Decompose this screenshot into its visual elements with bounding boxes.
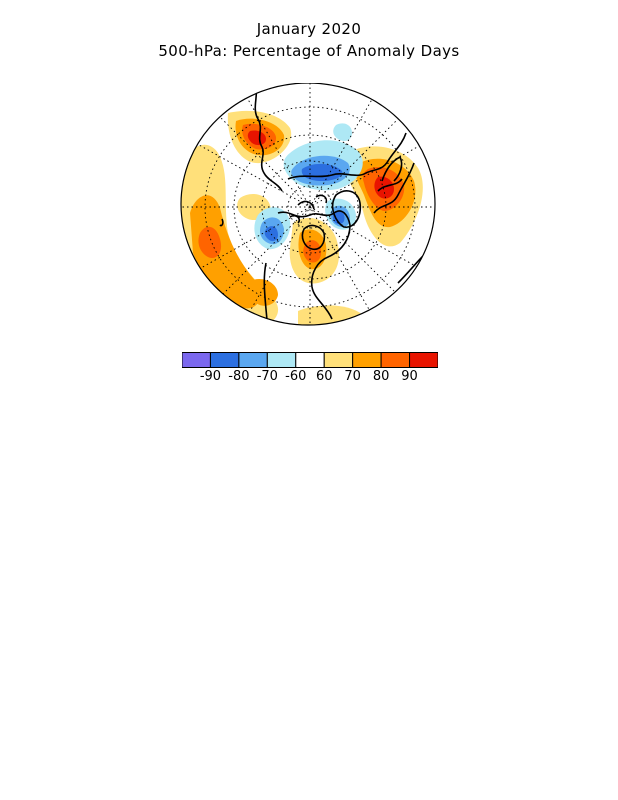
color-legend bbox=[182, 352, 438, 368]
canadian-archipelago bbox=[289, 194, 328, 224]
legend-swatch bbox=[182, 352, 211, 368]
positive-anomaly-area bbox=[298, 305, 364, 325]
legend-tick-label: -90 bbox=[199, 369, 222, 384]
legend-tick-label: -80 bbox=[228, 369, 250, 384]
legend-tick-label: -60 bbox=[285, 369, 307, 384]
strong-positive-anomaly-area bbox=[198, 226, 222, 259]
coastline-europe bbox=[373, 162, 415, 214]
strong-negative-anomaly-area bbox=[264, 226, 278, 242]
map-subtitle: 500-hPa: Percentage of Anomaly Days bbox=[158, 42, 460, 60]
negative-anomaly-area bbox=[333, 123, 352, 141]
graticule bbox=[181, 83, 435, 325]
legend-tick-label: 60 bbox=[315, 369, 333, 384]
positive-anomaly-area bbox=[247, 278, 278, 306]
strong-negative-anomaly-area bbox=[332, 210, 345, 224]
coastline-pacific-islands bbox=[219, 218, 224, 227]
legend-swatch bbox=[409, 352, 438, 368]
hudson-bay bbox=[301, 224, 326, 251]
coastline-siberia bbox=[287, 132, 407, 180]
coastline-north-america-arctic bbox=[277, 210, 351, 320]
legend-tick-label: 80 bbox=[372, 369, 390, 384]
map-border bbox=[180, 83, 436, 326]
legend-swatch bbox=[238, 352, 268, 368]
legend-tick-label: 70 bbox=[344, 369, 361, 384]
legend-swatch bbox=[209, 352, 240, 368]
strong-positive-anomaly-area bbox=[303, 240, 322, 263]
strong-positive-anomaly-area bbox=[247, 130, 266, 146]
coastlines bbox=[219, 86, 425, 325]
legend-tick-label: -70 bbox=[256, 369, 278, 384]
legend-swatch bbox=[352, 352, 382, 368]
legend-labels: -90 -80 -70 -60 60 70 80 90 bbox=[182, 369, 438, 385]
legend-swatch bbox=[266, 352, 297, 368]
legend-swatch bbox=[380, 352, 411, 368]
map-title: January 2020 bbox=[256, 20, 362, 38]
greenland bbox=[331, 190, 362, 228]
positive-anomaly-area bbox=[190, 195, 261, 309]
legend-tick-label: 90 bbox=[401, 369, 418, 384]
coastline-asia-east bbox=[254, 86, 283, 192]
legend-swatch bbox=[323, 352, 354, 368]
scandinavia bbox=[381, 156, 403, 182]
polar-stereographic-map bbox=[180, 83, 436, 326]
legend-swatch bbox=[295, 352, 325, 368]
